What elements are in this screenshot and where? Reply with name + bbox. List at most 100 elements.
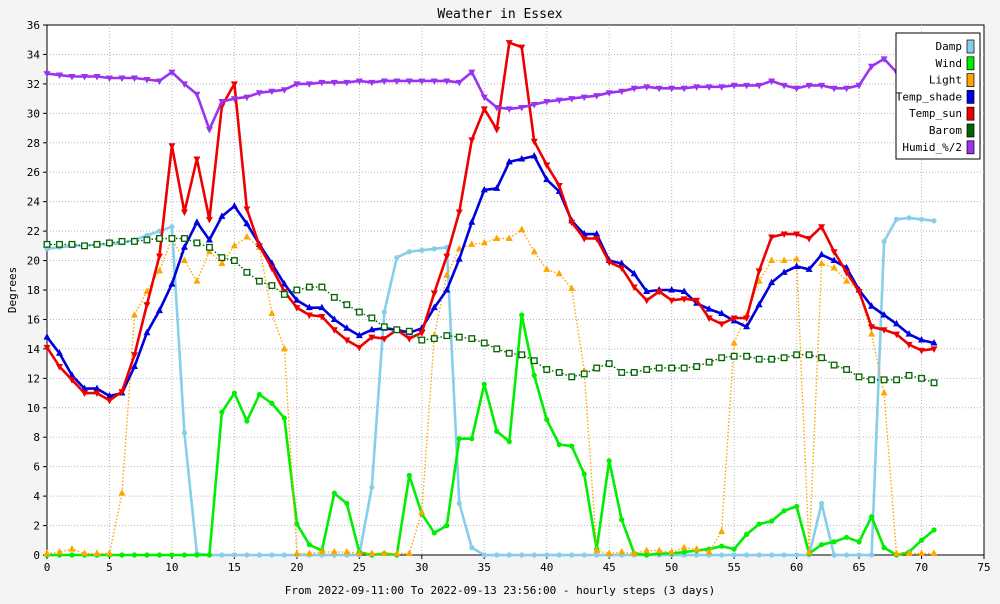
data-point-wind: [681, 549, 687, 555]
data-point-damp: [931, 218, 937, 224]
data-point-wind: [306, 542, 312, 548]
data-point-barom: [255, 277, 263, 285]
data-point-humid-2: [130, 75, 138, 82]
data-point-humid-2: [43, 71, 51, 78]
data-point-temp-shade: [443, 286, 451, 293]
data-point-damp: [756, 552, 762, 558]
x-tick-label: 30: [415, 561, 428, 574]
data-point-barom: [655, 364, 663, 372]
x-tick-label: 60: [790, 561, 803, 574]
y-tick-label: 22: [27, 225, 40, 238]
data-point-damp: [569, 552, 575, 558]
data-point-wind: [506, 439, 512, 445]
x-tick-label: 15: [228, 561, 241, 574]
data-point-temp-sun: [568, 219, 576, 227]
data-point-barom: [718, 354, 726, 362]
y-tick-label: 18: [27, 284, 40, 297]
data-point-light: [480, 238, 488, 246]
data-point-temp-sun: [755, 268, 763, 275]
data-point-temp-sun: [718, 321, 726, 328]
data-point-light: [355, 549, 363, 557]
data-point-damp: [519, 552, 525, 558]
data-point-temp-sun: [380, 336, 388, 343]
data-point-humid-2: [655, 85, 663, 93]
data-point-damp: [856, 552, 862, 558]
data-point-temp-sun: [680, 296, 688, 303]
data-point-light: [268, 309, 276, 317]
data-point-damp: [244, 552, 250, 558]
legend-swatch: [966, 140, 975, 155]
data-point-temp-shade: [793, 262, 801, 269]
data-point-temp-sun: [505, 40, 513, 47]
data-point-light: [155, 266, 163, 274]
data-point-temp-sun: [430, 290, 438, 297]
data-point-barom: [868, 376, 876, 384]
data-point-barom: [480, 339, 488, 347]
data-point-barom: [580, 370, 588, 378]
data-point-damp: [893, 216, 900, 222]
data-point-humid-2: [318, 79, 326, 87]
data-point-damp: [731, 552, 737, 558]
data-point-humid-2: [205, 127, 213, 134]
data-point-humid-2: [830, 85, 838, 93]
data-point-light: [568, 284, 576, 292]
data-point-humid-2: [118, 75, 126, 82]
data-point-light: [805, 548, 813, 555]
data-point-humid-2: [268, 88, 276, 96]
data-point-barom: [330, 293, 338, 301]
data-point-light: [630, 549, 638, 557]
data-point-temp-shade: [930, 339, 938, 346]
data-point-temp-shade: [593, 230, 601, 237]
data-point-barom: [205, 243, 213, 251]
data-point-light: [618, 548, 626, 555]
data-point-temp-shade: [343, 324, 351, 331]
data-point-temp-sun: [43, 344, 51, 352]
data-point-temp-sun: [355, 344, 363, 352]
data-point-wind: [531, 372, 537, 378]
data-point-barom: [355, 308, 363, 316]
data-point-temp-sun: [593, 235, 601, 243]
data-point-barom: [155, 235, 163, 242]
data-point-temp-sun: [643, 297, 651, 305]
data-point-temp-sun: [493, 127, 501, 134]
data-point-temp-shade: [893, 319, 901, 327]
data-point-damp: [181, 430, 188, 436]
data-point-humid-2: [693, 84, 701, 91]
data-point-temp-shade: [430, 303, 438, 311]
data-point-light: [518, 225, 526, 233]
data-point-humid-2: [855, 82, 863, 90]
data-point-temp-shade: [293, 296, 301, 303]
series-line-temp-shade: [45, 154, 935, 398]
data-point-barom: [193, 239, 201, 247]
data-point-humid-2: [618, 88, 626, 96]
data-point-temp-sun: [693, 297, 701, 305]
legend-item-damp: Damp: [936, 39, 975, 54]
data-point-barom: [455, 333, 463, 341]
data-point-humid-2: [243, 94, 251, 102]
data-point-temp-sun: [418, 330, 426, 337]
legend-label: Humid_%/2: [902, 141, 962, 154]
data-point-humid-2: [743, 82, 751, 90]
data-point-barom: [568, 373, 576, 381]
data-point-damp: [431, 246, 437, 252]
data-point-humid-2: [143, 76, 151, 84]
data-point-temp-shade: [755, 300, 763, 308]
series-humid-2: [43, 56, 901, 134]
data-point-wind: [569, 443, 575, 449]
data-point-damp: [506, 552, 512, 558]
data-point-temp-sun: [630, 284, 638, 292]
data-point-barom: [343, 301, 351, 309]
x-tick-label: 50: [665, 561, 678, 574]
data-point-barom: [705, 358, 713, 366]
data-point-humid-2: [55, 72, 63, 80]
data-point-light: [418, 508, 426, 515]
data-point-wind: [719, 543, 725, 549]
data-point-barom: [755, 355, 763, 363]
data-point-damp: [719, 552, 725, 558]
legend-label: Damp: [936, 40, 963, 53]
data-point-temp-shade: [543, 175, 551, 183]
data-point-temp-shade: [355, 331, 363, 339]
data-point-barom: [243, 268, 251, 276]
data-point-temp-shade: [180, 243, 188, 250]
